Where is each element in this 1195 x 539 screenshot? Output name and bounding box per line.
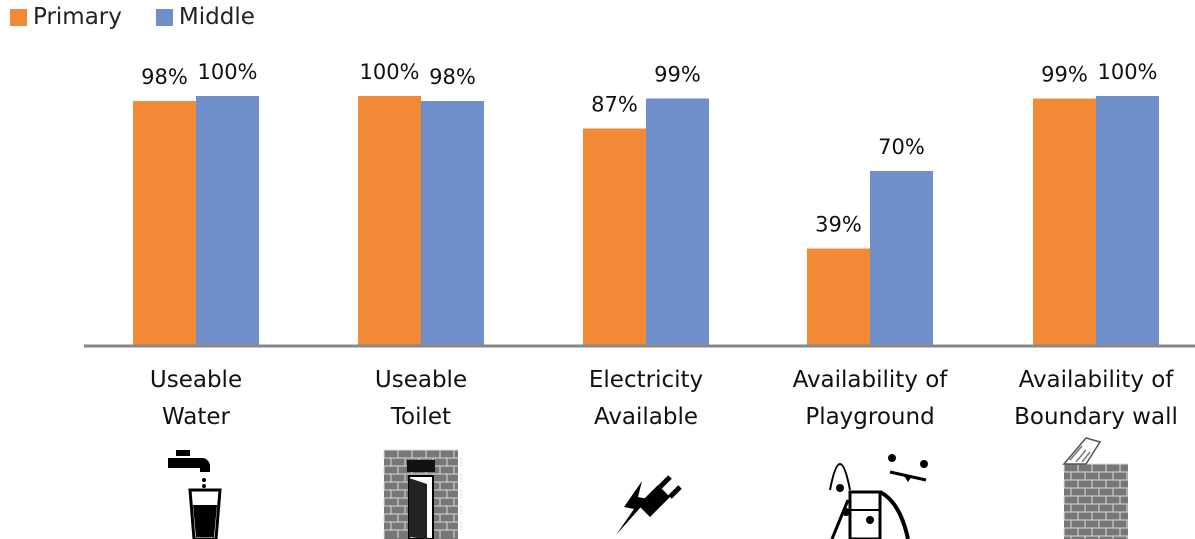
bar-middle-1: [421, 101, 484, 346]
bar-middle-3: [870, 171, 933, 346]
legend-swatch-primary: [10, 8, 27, 26]
category-label-0-line-0: Useable: [150, 367, 242, 393]
legend-item-middle: Middle: [155, 4, 255, 30]
toilet-wall-icon: [383, 449, 462, 539]
category-label-3-line-0: Availability of: [793, 367, 949, 393]
category-label-4-line-0: Availability of: [1019, 367, 1175, 393]
data-label-primary-2: 87%: [591, 93, 638, 117]
playground-icon: [829, 454, 928, 539]
bar-middle-0: [196, 96, 259, 346]
data-label-middle-4: 100%: [1097, 60, 1157, 84]
category-label-0-line-1: Water: [162, 404, 231, 430]
data-label-middle-1: 98%: [429, 65, 476, 89]
category-label-2-line-0: Electricity: [589, 367, 703, 393]
bar-primary-0: [133, 101, 196, 346]
bar-primary-2: [583, 128, 646, 346]
data-label-middle-3: 70%: [878, 135, 925, 159]
category-label-1-line-1: Toilet: [390, 404, 451, 430]
data-label-middle-0: 100%: [197, 60, 257, 84]
bar-primary-4: [1033, 98, 1096, 346]
legend-swatch-middle: [155, 8, 173, 26]
category-label-1-line-0: Useable: [375, 367, 467, 393]
bar-middle-2: [646, 98, 709, 346]
category-label-2-line-1: Available: [594, 404, 698, 430]
data-label-primary-1: 100%: [359, 60, 419, 84]
data-label-middle-2: 99%: [654, 63, 701, 87]
bar-middle-4: [1096, 96, 1159, 346]
data-label-primary-4: 99%: [1041, 63, 1088, 87]
water-tap-icon: [168, 450, 222, 539]
data-label-primary-0: 98%: [141, 65, 188, 89]
boundary-wall-icon: [1062, 437, 1128, 539]
category-label-3-line-1: Playground: [805, 404, 934, 430]
bar-primary-1: [358, 96, 421, 346]
legend-item-primary: Primary: [10, 4, 122, 30]
data-label-primary-3: 39%: [815, 213, 862, 237]
legend-label-middle: Middle: [178, 4, 255, 30]
category-label-4-line-1: Boundary wall: [1014, 404, 1178, 430]
electric-plug-icon: [616, 475, 682, 535]
legend: Primary Middle: [10, 4, 289, 30]
bar-primary-3: [807, 248, 870, 346]
legend-label-primary: Primary: [33, 4, 122, 30]
